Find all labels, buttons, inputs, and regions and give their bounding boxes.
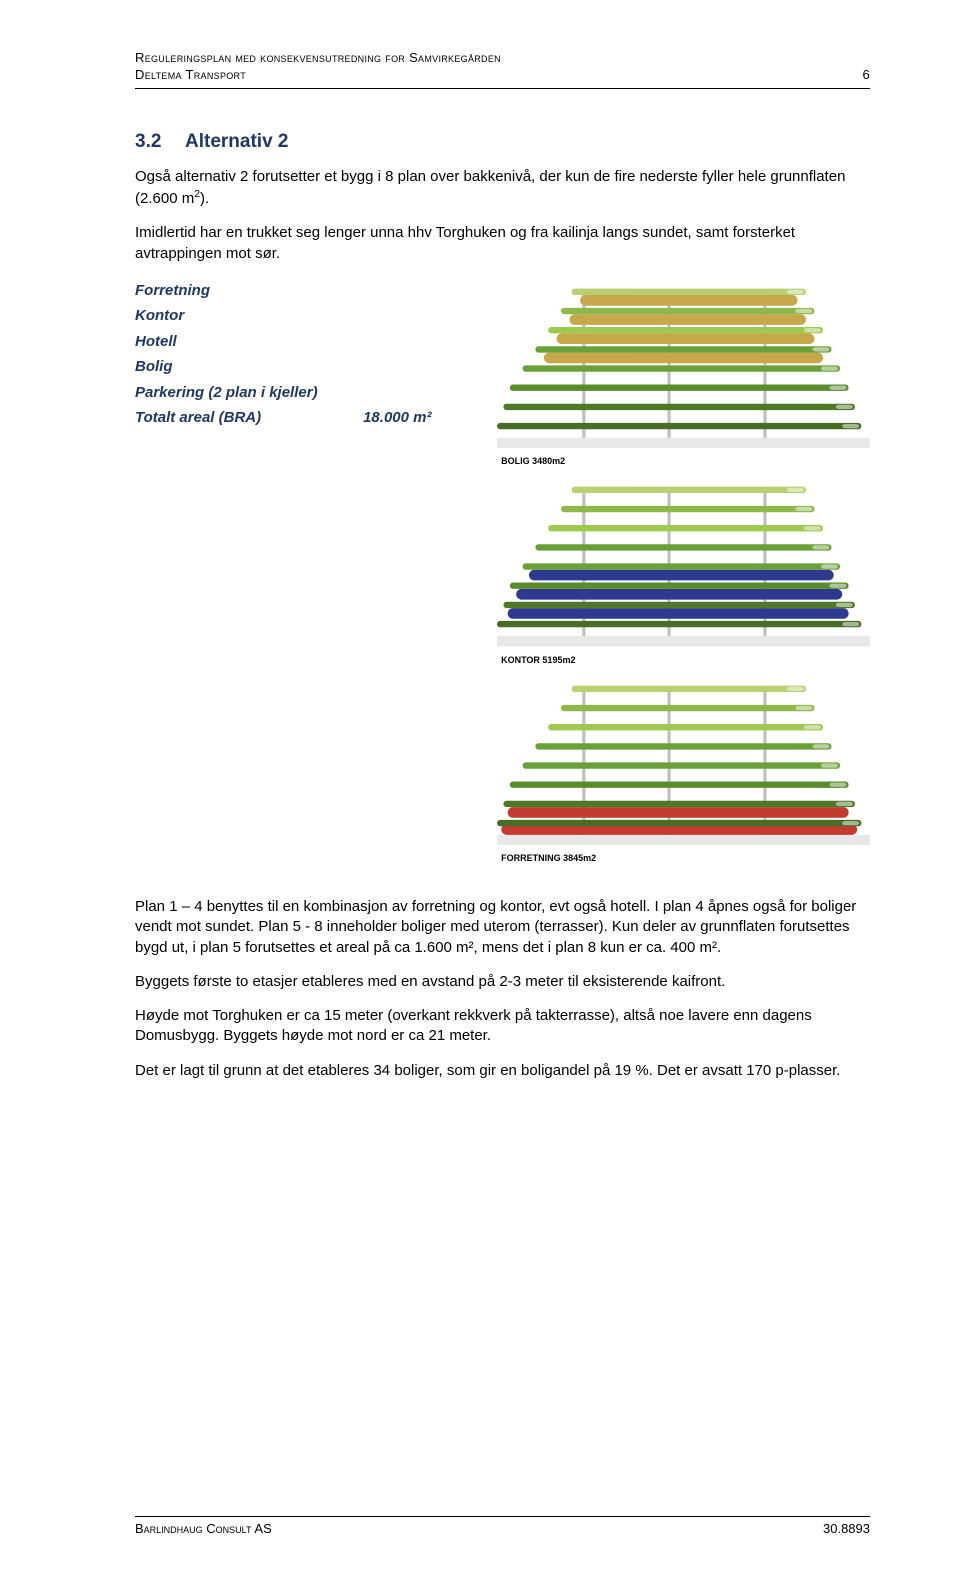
- render-caption: BOLIG 3480m2: [501, 456, 870, 466]
- page-header: Reguleringsplan med konsekvensutredning …: [135, 50, 870, 89]
- spec-value: [363, 303, 473, 329]
- section-number: 3.2: [135, 131, 185, 153]
- body-paragraph: Plan 1 – 4 benyttes til en kombinasjon a…: [135, 897, 870, 958]
- spec-value: [363, 278, 473, 304]
- footer-ref: 30.8893: [823, 1521, 870, 1536]
- spec-label: Forretning: [135, 278, 363, 304]
- section-heading: 3.2Alternativ 2: [135, 131, 870, 153]
- spec-row: Kontor: [135, 303, 473, 329]
- section-title: Alternativ 2: [185, 131, 288, 152]
- building-render: [497, 675, 870, 845]
- spec-list: ForretningKontorHotellBoligParkering (2 …: [135, 278, 473, 431]
- spec-value: [363, 354, 473, 380]
- spec-value: [363, 380, 473, 406]
- body-paragraph: Det er lagt til grunn at det etableres 3…: [135, 1061, 870, 1081]
- spec-label: Parkering (2 plan i kjeller): [135, 380, 363, 406]
- header-subtitle: Deltema Transport: [135, 67, 246, 84]
- spec-row: Totalt areal (BRA)18.000 m²: [135, 405, 473, 431]
- spec-label: Kontor: [135, 303, 363, 329]
- page-number: 6: [862, 67, 870, 84]
- spec-label: Bolig: [135, 354, 363, 380]
- spec-row: Forretning: [135, 278, 473, 304]
- render-caption: KONTOR 5195m2: [501, 655, 870, 665]
- building-render: [497, 278, 870, 448]
- page-footer: Barlindhaug Consult AS 30.8893: [135, 1516, 870, 1536]
- intro-paragraph-1: Også alternativ 2 forutsetter et bygg i …: [135, 167, 870, 210]
- spec-label: Totalt areal (BRA): [135, 405, 363, 431]
- spec-value: 18.000 m²: [363, 405, 473, 431]
- footer-company: Barlindhaug Consult AS: [135, 1521, 272, 1536]
- lower-paragraphs: Plan 1 – 4 benyttes til en kombinasjon a…: [135, 897, 870, 1081]
- building-render: [497, 476, 870, 646]
- render-caption: FORRETNING 3845m2: [501, 853, 870, 863]
- spec-label: Hotell: [135, 329, 363, 355]
- spec-row: Parkering (2 plan i kjeller): [135, 380, 473, 406]
- spec-row: Hotell: [135, 329, 473, 355]
- spec-value: [363, 329, 473, 355]
- body-paragraph: Høyde mot Torghuken er ca 15 meter (over…: [135, 1006, 870, 1047]
- intro-paragraph-2: Imidlertid har en trukket seg lenger unn…: [135, 223, 870, 264]
- header-title: Reguleringsplan med konsekvensutredning …: [135, 50, 870, 67]
- building-renders: BOLIG 3480m2 KONTOR 5195m2 FORRETNING 3845…: [497, 278, 870, 873]
- body-paragraph: Byggets første to etasjer etableres med …: [135, 972, 870, 992]
- spec-row: Bolig: [135, 354, 473, 380]
